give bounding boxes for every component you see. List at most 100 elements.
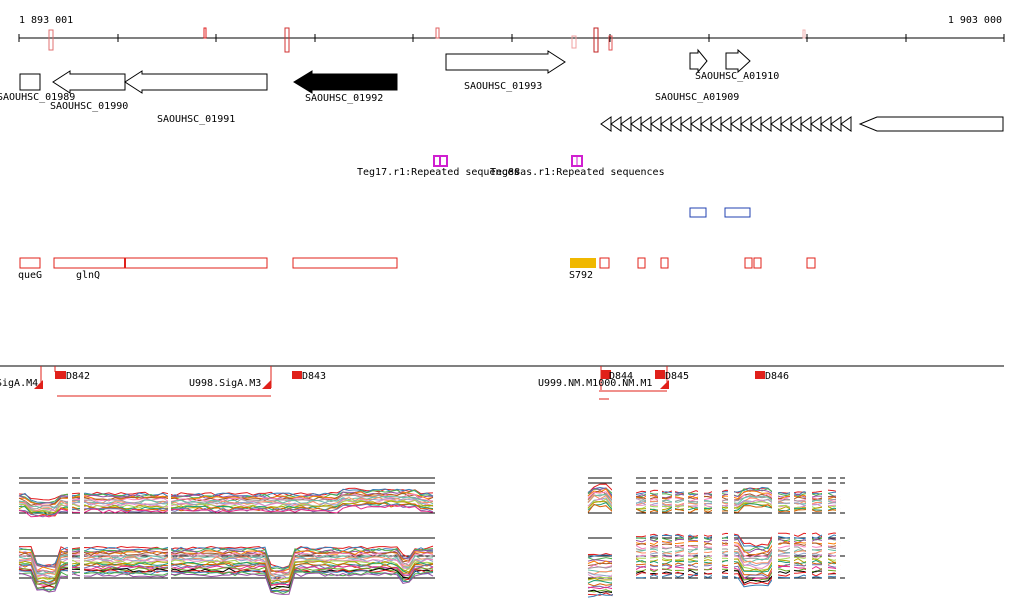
segment-m4-flag [34,380,43,389]
chevron-arrow [700,116,712,132]
expression-track [18,474,845,598]
segment-m3-label: U998.SigA.M3 [189,378,261,389]
gene-saouhsc-a01909-label: SAOUHSC_A01909 [655,92,739,103]
segment-d843-label: D843 [302,371,326,382]
segment-m3-flag [262,380,271,389]
expression-gap [806,474,812,594]
chevron-arrow [840,116,852,132]
chevron-arrow [720,116,732,132]
feature-box-5[interactable] [753,257,762,269]
expression-gap [658,474,662,594]
expression-profile-line [18,494,434,510]
ruler-end-label: 1 903 000 [948,15,1002,26]
chevron-arrow [680,116,692,132]
segment-d846-label: D846 [765,371,789,382]
expression-profile-line [18,557,434,580]
chevron-arrow [770,116,782,132]
expression-gap [836,474,840,594]
segment-d842-label: D842 [66,371,90,382]
expression-gap [712,474,722,594]
ruler-marks [48,27,806,53]
segment-d845-marker[interactable] [655,370,665,379]
expression-gap [612,474,636,594]
gene-saouhsc-01991-label: SAOUHSC_01991 [157,114,235,125]
gene-saouhsc-01991[interactable] [124,70,268,94]
expression-profile-line [18,572,434,595]
chevron-arrow [750,116,762,132]
expression-profile-line [18,545,434,569]
expression-gap [790,474,794,594]
chevron-arrow [800,116,812,132]
chevron-arrow [820,116,832,132]
gene-saouhsc-01989[interactable] [19,73,41,91]
segment-d844-label: D844 [609,371,633,382]
ruler-start-label: 1 893 001 [19,15,73,26]
gene-saouhsc-01990-label: SAOUHSC_01990 [50,101,128,112]
chevron-arrow [690,116,702,132]
feature-box-4[interactable] [744,257,753,269]
expression-profile-line [18,504,434,518]
gene-saouhsc-01989-label: SAOUHSC_01989 [0,92,75,103]
chevron-arrow [760,116,772,132]
feature-box-1[interactable] [599,257,610,269]
expression-profile-line [18,549,434,572]
gene-track: SAOUHSC_01989 SAOUHSC_01990 SAOUHSC_0199… [0,48,1004,132]
gene-saouhsc-01993-label: SAOUHSC_01993 [464,81,542,92]
expression-gap [168,474,171,594]
feature-box-2[interactable] [637,257,646,269]
chevron-arrow [780,116,792,132]
chevron-arrow [710,116,722,132]
expression-profile-line [18,492,434,507]
segment-d846-marker[interactable] [755,371,765,379]
ruler-ticks [18,34,1005,42]
chevron-arrow [630,116,642,132]
chevron-arrow [790,116,802,132]
coordinate-ruler: 1 893 001 1 903 000 [18,15,1005,53]
expression-gap [822,474,828,594]
feature-glnQ-b[interactable] [124,257,268,269]
expression-profile-line [19,556,434,579]
chevron-arrow [810,116,822,132]
chevron-arrow [830,116,842,132]
gene-saouhsc-01992[interactable] [293,70,398,94]
repeat-teg17-label: Teg17.r1:Repeated sequences [357,167,520,178]
gene-saouhsc-01993[interactable] [445,50,566,74]
segment-d843-marker[interactable] [292,371,302,379]
feature-s792-label: S792 [569,270,593,281]
expression-gap [80,474,84,594]
chevron-arrow [600,116,612,132]
gene-saouhsc-01992-label: SAOUHSC_01992 [305,93,383,104]
feature-block-3[interactable] [292,257,398,269]
feature-queG-label: queG [18,270,42,281]
feature-box-3[interactable] [660,257,669,269]
gene-saouhsc-01990[interactable] [52,70,126,94]
segment-d844-marker[interactable] [601,370,611,379]
blue-feature-2[interactable] [724,207,751,218]
segment-track: SigA.M4 D842 U998.SigA.M3 D843 D844 U999… [0,365,1004,400]
blue-feature-1[interactable] [689,207,707,218]
chevron-arrow [670,116,682,132]
expression-gaps [68,474,840,594]
gene-fragment-a[interactable] [689,48,708,74]
gene-fragment-b[interactable] [725,48,751,74]
gene-saouhsc-a01909[interactable] [600,116,852,132]
feature-glnQ-label: glnQ [76,270,100,281]
chevron-arrow [740,116,752,132]
feature-box-6[interactable] [806,257,816,269]
gene-long-reverse[interactable] [858,116,1004,132]
feature-s792[interactable] [570,258,596,268]
feature-glnQ-a[interactable] [53,257,126,269]
chevron-arrow [640,116,652,132]
expression-profile-line [18,496,434,512]
expression-gap [772,474,778,594]
expression-profile-line [18,547,434,571]
chevron-arrow [730,116,742,132]
feature-queG[interactable] [19,257,41,269]
expression-profile-line [18,491,434,506]
expression-profile-line [18,571,434,595]
expression-gap [646,474,650,594]
expression-profile-line [18,503,434,518]
segment-d842-marker[interactable] [55,371,66,379]
expression-gap [684,474,688,594]
